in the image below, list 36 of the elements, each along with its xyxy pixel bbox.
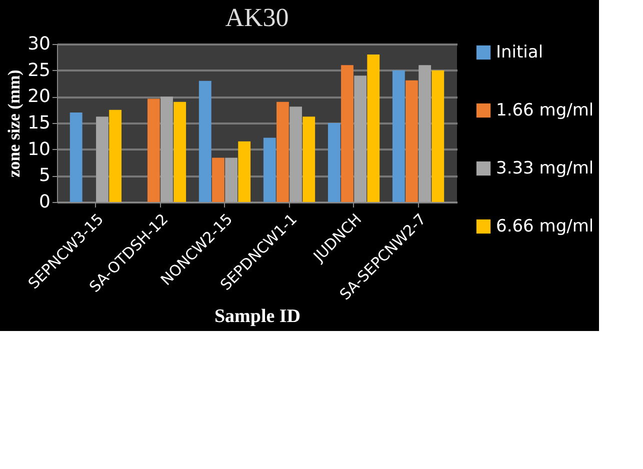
bar [174,102,186,202]
bar [109,110,122,202]
bar [418,65,432,202]
legend-label: Initial [496,42,544,62]
bar [406,80,418,202]
y-tick-label: 20 [28,86,50,108]
chart-title: AK30 [225,3,289,32]
bar [96,116,108,202]
bar [341,65,354,202]
y-tick-label: 15 [28,112,50,134]
bar [432,70,444,202]
bar [392,70,405,202]
bar [198,80,212,202]
bar [290,106,302,202]
y-tick-label: 25 [28,60,50,81]
y-tick-label: 0 [39,192,50,212]
bar [70,112,82,202]
y-tick-label: 5 [39,165,50,186]
y-axis-title: zone size (mm) [4,70,24,178]
legend-label: 3.33 mg/ml [496,158,594,178]
x-axis-title: Sample ID [214,306,301,327]
y-tick-label: 10 [28,138,50,160]
bar [147,98,160,202]
bar [263,138,276,202]
bar [328,123,340,202]
bar [276,102,289,202]
bar [302,116,316,202]
bar [367,54,380,202]
bar [225,158,238,202]
legend-label: 6.66 mg/ml [496,216,594,236]
bar [160,96,173,202]
bar [354,76,367,202]
legend-label: 1.66 mg/ml [496,100,594,120]
y-tick-label: 30 [28,34,50,54]
bar [238,141,251,202]
bar [212,158,224,202]
